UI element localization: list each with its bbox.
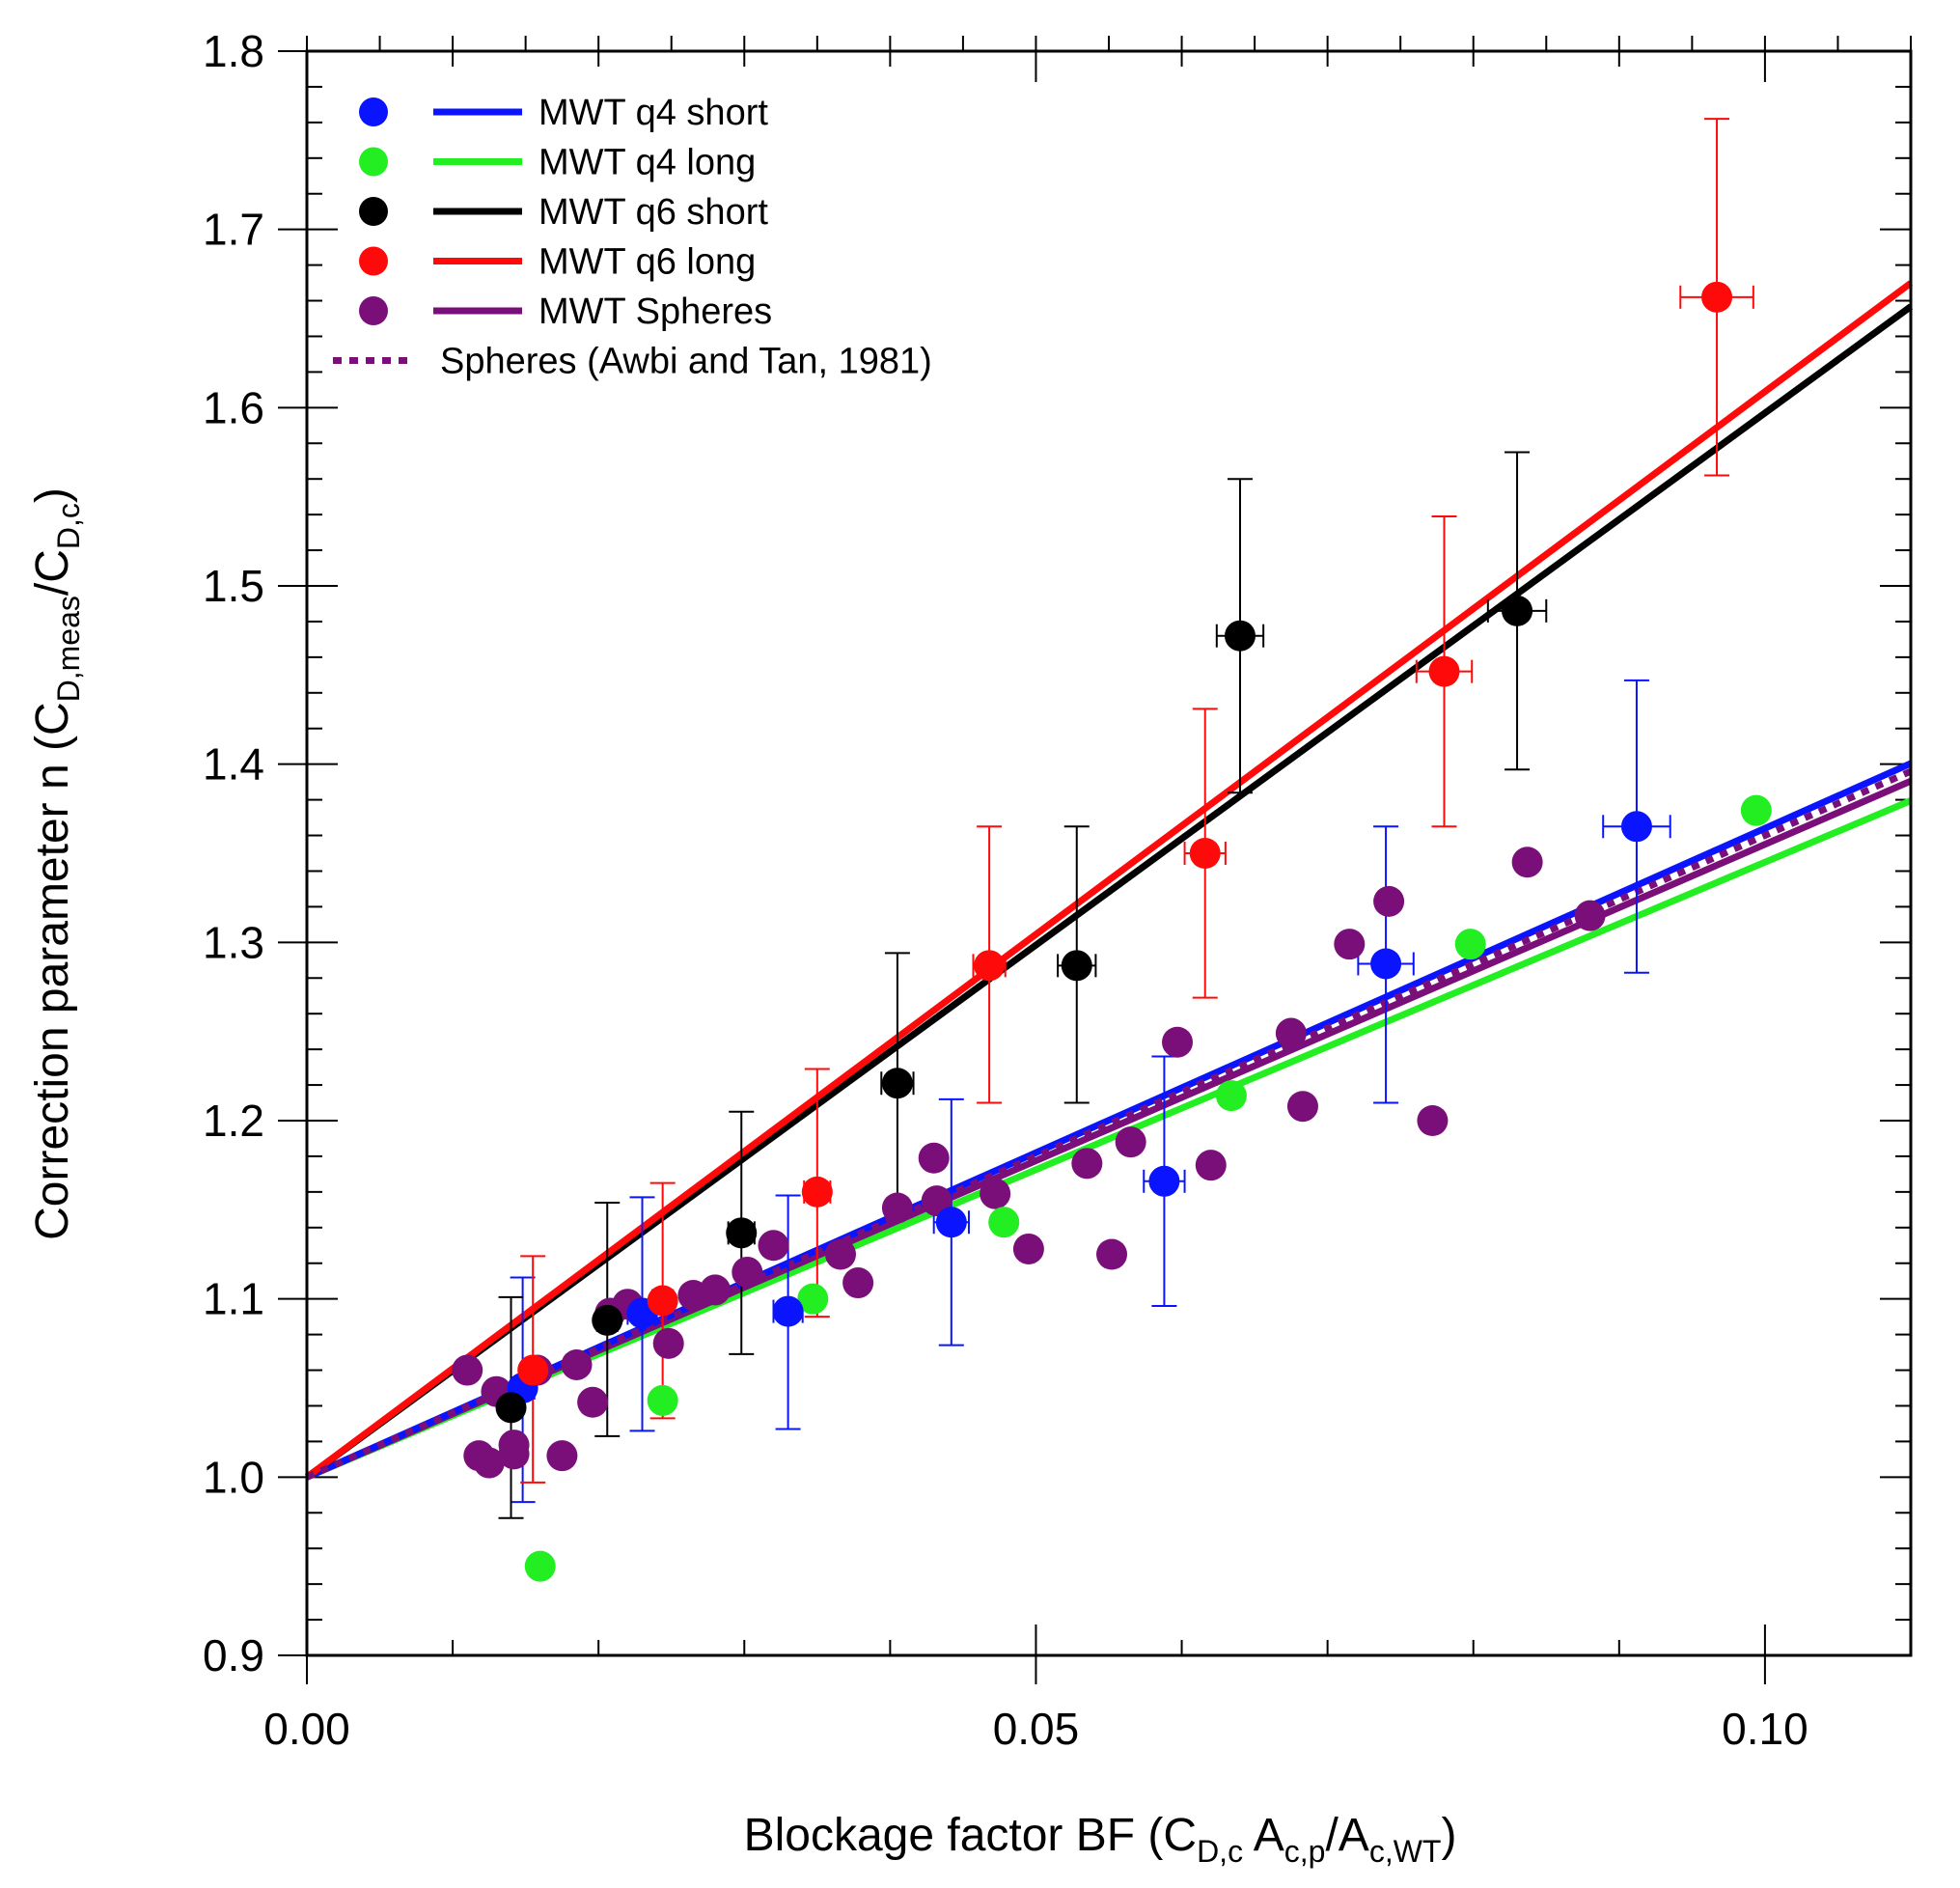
data-point (980, 1178, 1011, 1209)
y-title-main: Correction parameter n (C (27, 702, 78, 1240)
data-point (824, 1238, 856, 1270)
y-tick-label: 1.0 (203, 1452, 264, 1502)
legend-label: MWT q4 long (538, 143, 756, 183)
y-tick-label: 1.1 (203, 1274, 264, 1324)
y-tick-label: 1.4 (203, 739, 264, 790)
data-point (495, 1392, 527, 1424)
data-point (726, 1217, 758, 1249)
legend-marker (359, 147, 388, 177)
data-point (1502, 595, 1533, 626)
data-point (524, 1550, 556, 1582)
fit-lines (304, 280, 1914, 1481)
data-point (772, 1295, 804, 1327)
data-point (652, 1327, 684, 1359)
y-title-sub1: D,meas (51, 596, 86, 702)
y-tick-label: 0.9 (203, 1630, 264, 1680)
y-title-sub2: D,c (51, 503, 86, 549)
y-tick-label: 1.3 (203, 917, 264, 967)
data-point (1454, 929, 1486, 960)
y-title-end: ) (27, 487, 78, 503)
data-point (842, 1267, 874, 1299)
legend-label: MWT q6 long (538, 242, 756, 283)
x-axis-title: Blockage factor BF (CD,c Ac,p/Ac,WT) (744, 1810, 1457, 1869)
data-point (700, 1274, 732, 1306)
data-points (452, 281, 1772, 1582)
legend-marker (359, 246, 388, 276)
data-point (1061, 950, 1092, 982)
data-point (498, 1430, 530, 1461)
x-title-end: ) (1441, 1810, 1456, 1861)
x-title-mid: A (1243, 1810, 1284, 1861)
data-point (988, 1207, 1020, 1238)
data-point (881, 1192, 913, 1224)
data-point (561, 1348, 593, 1380)
data-point (1334, 929, 1366, 960)
x-title-sub1: D,c (1197, 1834, 1243, 1869)
x-title-sub2: c,p (1284, 1834, 1326, 1869)
tick-labels: 0.9 1.0 1.1 1.2 1.3 1.4 1.5 1.6 1.7 1.8 0.00 0.05 0.… (203, 26, 1808, 1754)
data-point (797, 1283, 829, 1315)
legend-marker (359, 296, 388, 325)
x-tick-label: 0.00 (263, 1704, 350, 1754)
legend-marker (359, 97, 388, 126)
data-point (1370, 948, 1402, 980)
data-point (1115, 1126, 1146, 1158)
data-point (732, 1256, 763, 1288)
legend-label: MWT Spheres (538, 292, 772, 332)
data-point (1215, 1080, 1247, 1112)
data-point (1096, 1238, 1128, 1270)
data-point (1428, 655, 1460, 687)
data-point (758, 1230, 789, 1262)
data-point (473, 1447, 505, 1479)
fit-line (304, 280, 1914, 1481)
y-tick-label: 1.7 (203, 205, 264, 255)
data-point (1162, 1026, 1194, 1058)
data-point (881, 1068, 913, 1099)
data-point (974, 950, 1006, 982)
data-point (517, 1354, 549, 1386)
x-title-main: Blockage factor BF (C (744, 1810, 1198, 1861)
y-axis-title: Correction parameter n (CD,meas/CD,c) (27, 487, 86, 1240)
data-point (1417, 1105, 1449, 1136)
legend: MWT q4 short MWT q4 long MWT q6 short MWT q… (333, 93, 932, 382)
data-point (546, 1440, 578, 1472)
data-point (647, 1285, 678, 1317)
data-point (1195, 1150, 1227, 1181)
data-point (1148, 1165, 1180, 1197)
x-title-sub3: c,WT (1369, 1834, 1442, 1869)
legend-label: MWT q6 short (538, 192, 768, 233)
legend-marker (359, 197, 388, 226)
data-point (1373, 885, 1405, 917)
data-point (1071, 1148, 1103, 1180)
legend-label: Spheres (Awbi and Tan, 1981) (440, 342, 932, 382)
data-point (577, 1386, 609, 1418)
x-tick-label: 0.05 (993, 1704, 1080, 1754)
data-point (1620, 811, 1652, 843)
data-point (1224, 620, 1256, 652)
data-point (1511, 847, 1543, 878)
data-point (1286, 1091, 1318, 1123)
data-point (452, 1354, 483, 1386)
y-tick-label: 1.2 (203, 1096, 264, 1146)
data-point (935, 1207, 967, 1238)
plot-frame (305, 49, 1913, 1657)
y-tick-label: 1.8 (203, 26, 264, 76)
y-tick-label: 1.5 (203, 561, 264, 611)
data-point (801, 1176, 833, 1208)
data-point (592, 1304, 623, 1336)
data-point (918, 1142, 950, 1174)
data-point (1701, 281, 1733, 313)
data-point (1012, 1233, 1044, 1264)
legend-label: MWT q4 short (538, 93, 768, 133)
x-tick-label: 0.10 (1722, 1704, 1808, 1754)
data-point (1275, 1017, 1307, 1049)
data-point (647, 1384, 678, 1416)
data-point (1574, 900, 1606, 931)
data-point (1740, 794, 1772, 826)
y-title-mid: /C (27, 549, 78, 596)
y-tick-label: 1.6 (203, 382, 264, 432)
x-title-mid2: /A (1325, 1810, 1368, 1861)
data-point (1189, 838, 1221, 869)
